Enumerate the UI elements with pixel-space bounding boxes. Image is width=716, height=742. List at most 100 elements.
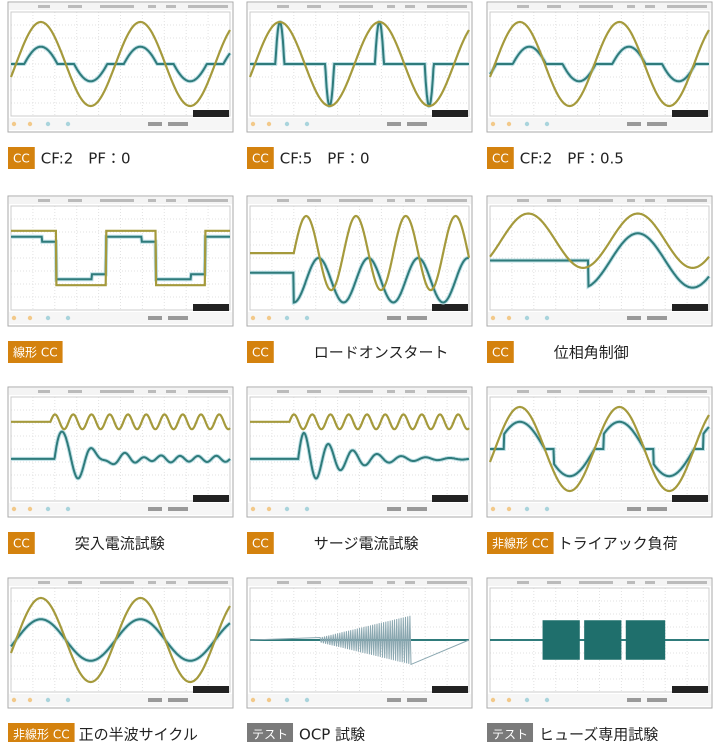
channel-icon	[490, 697, 496, 703]
caption: 位相角制御	[554, 344, 629, 362]
channel-icon	[506, 506, 512, 512]
waveform-current	[11, 235, 230, 281]
status-box	[193, 495, 229, 502]
scope-panel: 非線形 CC トライアック負荷	[486, 386, 713, 554]
pulse-block	[625, 620, 666, 660]
waveform-voltage	[11, 229, 230, 287]
waveform-voltage	[248, 20, 470, 108]
pulse-block	[542, 620, 580, 660]
status-box	[432, 110, 468, 117]
status-item	[427, 5, 467, 8]
status-item	[277, 390, 289, 393]
badge	[247, 532, 274, 554]
bottom-bar	[488, 118, 711, 130]
status-item	[100, 390, 134, 393]
status-item	[407, 316, 427, 320]
status-item	[387, 507, 401, 511]
channel-icon	[250, 121, 256, 127]
bottom-bar	[248, 503, 471, 515]
channel-icon	[524, 697, 530, 703]
bottom-bar	[488, 503, 711, 515]
status-item	[148, 122, 162, 126]
status-item	[647, 122, 667, 126]
caption: OCP 試験	[299, 726, 365, 742]
bottom-bar	[248, 118, 471, 130]
status-item	[339, 5, 373, 8]
status-item	[307, 199, 321, 202]
badge	[8, 341, 63, 363]
badge	[487, 723, 534, 742]
status-item	[547, 390, 561, 393]
scope-panel: CC CF:2 PF：0	[7, 1, 234, 169]
waveform-current	[250, 431, 470, 480]
status-item	[339, 581, 373, 584]
status-item	[627, 698, 641, 702]
status-item	[148, 5, 156, 8]
channel-icon	[524, 315, 530, 321]
status-item	[38, 199, 50, 202]
badge-text: 非線形 CC	[13, 727, 70, 742]
status-item	[647, 316, 667, 320]
plot-border	[10, 205, 231, 311]
status-item	[427, 199, 467, 202]
channel-icon	[544, 697, 550, 703]
status-item	[387, 581, 395, 584]
status-item	[405, 199, 415, 202]
caption: CF:5 PF：0	[280, 150, 370, 168]
channel-icon	[27, 697, 33, 703]
channel-icon	[506, 697, 512, 703]
scope-panel: CC 位相角制御	[486, 195, 713, 363]
channel-icon	[284, 506, 290, 512]
status-item	[517, 199, 529, 202]
status-item	[667, 390, 707, 393]
badge	[487, 532, 554, 554]
status-box	[432, 304, 468, 311]
caption: 突入電流試験	[75, 535, 165, 553]
caption: トライアック負荷	[558, 535, 678, 553]
waveform-voltage	[488, 405, 710, 493]
status-item	[166, 581, 176, 584]
status-box	[672, 686, 708, 693]
badge-text: CC	[492, 152, 509, 166]
badge-text: CC	[13, 537, 30, 551]
status-item	[307, 390, 321, 393]
channel-icon	[11, 506, 17, 512]
status-box	[672, 110, 708, 117]
scope-panel: CC CF:5 PF：0	[246, 1, 473, 169]
status-item	[168, 122, 188, 126]
waveform-voltage	[11, 413, 231, 431]
scope-panel: 非線形 CC 正の半波サイクル	[7, 577, 234, 742]
badge	[247, 147, 274, 169]
scope-panel: テスト OCP 試験	[246, 577, 473, 742]
status-item	[387, 5, 395, 8]
status-item	[100, 199, 134, 202]
channel-icon	[490, 315, 496, 321]
status-item	[405, 5, 415, 8]
status-item	[38, 581, 50, 584]
status-item	[307, 581, 321, 584]
channel-icon	[490, 506, 496, 512]
channel-icon	[266, 697, 272, 703]
status-item	[188, 390, 228, 393]
status-item	[627, 122, 641, 126]
channel-icon	[65, 697, 71, 703]
status-item	[517, 390, 529, 393]
status-item	[579, 581, 613, 584]
status-item	[645, 199, 655, 202]
status-box	[672, 495, 708, 502]
badge	[247, 723, 294, 742]
plot-border	[249, 396, 470, 502]
status-item	[517, 5, 529, 8]
status-item	[667, 199, 707, 202]
status-item	[579, 390, 613, 393]
badge	[8, 723, 75, 742]
waveform-voltage	[488, 20, 710, 108]
waveform-current	[490, 420, 710, 478]
channel-icon	[65, 506, 71, 512]
status-item	[100, 581, 134, 584]
waveform-current	[250, 20, 469, 108]
status-item	[339, 390, 373, 393]
bottom-bar	[248, 312, 471, 324]
channel-icon	[45, 121, 51, 127]
status-box	[193, 686, 229, 693]
